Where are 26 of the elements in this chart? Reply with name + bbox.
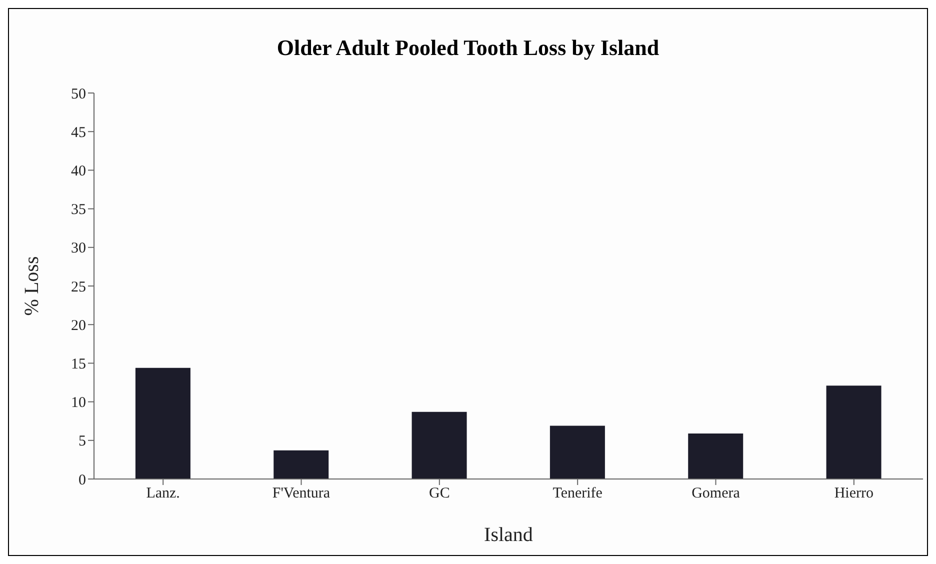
bar [688,433,744,479]
x-tick-label: F'Ventura [272,486,330,502]
y-tick-label: 40 [71,164,86,180]
y-tick-label: 30 [71,240,86,257]
x-tick-label: Lanz. [146,486,180,502]
y-axis-title: % Loss [21,256,44,316]
y-tick-label: 0 [78,472,86,488]
bar [550,426,605,479]
x-axis-title: Island [484,524,533,546]
y-tick-label: 10 [71,395,86,412]
bar [826,386,882,479]
y-tick-label: 35 [71,202,86,218]
y-tick-label: 15 [71,356,86,373]
x-tick-label: GC [428,486,450,502]
y-tick-label: 20 [71,318,86,334]
y-tick-label: 50 [71,86,86,102]
chart-title: Older Adult Pooled Tooth Loss by Island [276,35,660,62]
y-tick-label: 25 [71,279,86,296]
x-tick-label: Hierro [834,486,874,502]
y-tick-label: 5 [78,434,86,450]
bar [412,412,467,479]
x-tick-label: Tenerife [552,486,603,502]
x-tick-label: Gomera [692,486,740,502]
bar [274,450,329,479]
bar [135,368,190,479]
y-tick-label: 45 [71,124,86,141]
